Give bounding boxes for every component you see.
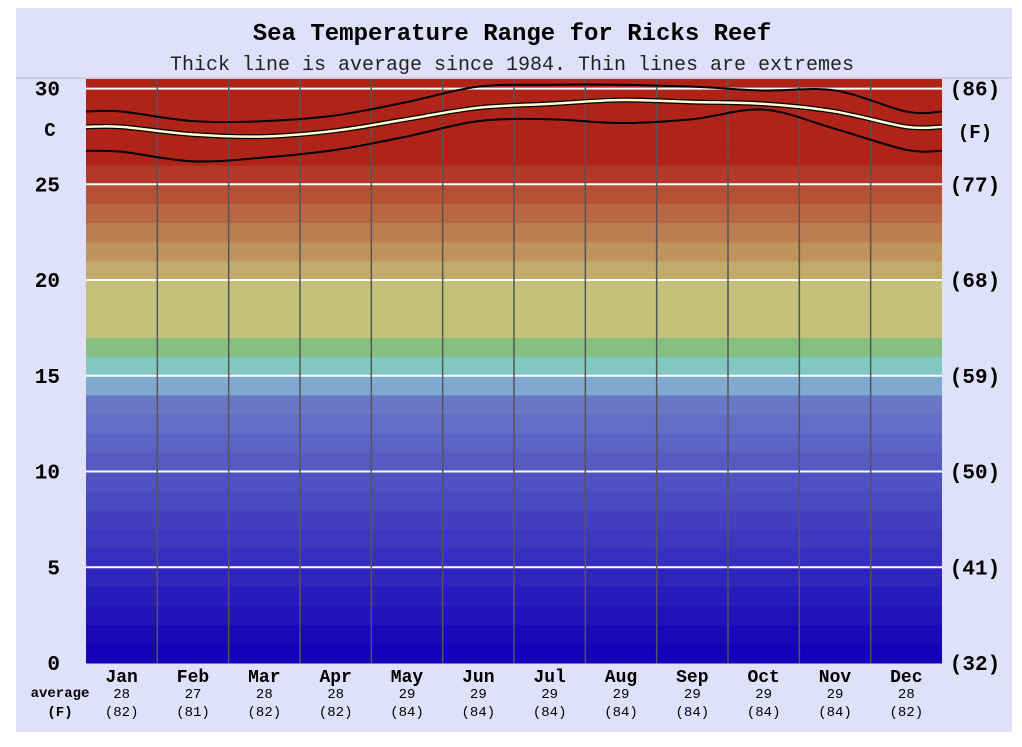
month-average-celsius: 29 — [755, 687, 772, 703]
y-tick-label-fahrenheit: (41) — [950, 558, 1000, 581]
average-row-unit: (F) — [47, 705, 72, 721]
month-label: Mar — [248, 668, 280, 688]
month-average-celsius: 29 — [541, 687, 558, 703]
y-tick-label-fahrenheit: (77) — [950, 175, 1000, 198]
y-tick-label: 20 — [35, 271, 60, 294]
month-average-fahrenheit: (81) — [176, 705, 210, 721]
month-average-fahrenheit: (82) — [248, 705, 282, 721]
month-average-fahrenheit: (84) — [747, 705, 781, 721]
y-tick-label: 30 — [35, 80, 60, 103]
min-extreme-line — [85, 108, 943, 163]
month-label: Sep — [676, 668, 708, 688]
y-tick-label: 0 — [47, 654, 60, 677]
month-dividers — [156, 79, 872, 663]
month-average-fahrenheit: (82) — [105, 705, 139, 721]
y-axis-label-fahrenheit: (F) — [958, 122, 992, 144]
month-average-fahrenheit: (84) — [462, 705, 496, 721]
month-average-celsius: 28 — [113, 687, 130, 703]
month-average-fahrenheit: (84) — [818, 705, 852, 721]
y-tick-label: 15 — [35, 367, 60, 390]
month-label: May — [391, 668, 424, 688]
month-average-celsius: 29 — [399, 687, 416, 703]
month-average-celsius: 27 — [185, 687, 202, 703]
month-label: Apr — [319, 668, 351, 688]
max-extreme-line — [85, 83, 943, 124]
month-average-celsius: 29 — [684, 687, 701, 703]
average-row-label: average — [31, 686, 90, 702]
month-average-fahrenheit: (84) — [676, 705, 710, 721]
y-tick-label: 5 — [47, 558, 60, 581]
month-label: Jan — [105, 668, 137, 688]
month-average-fahrenheit: (82) — [319, 705, 353, 721]
month-label: Dec — [890, 668, 922, 688]
month-average-fahrenheit: (84) — [533, 705, 567, 721]
y-tick-label-fahrenheit: (59) — [950, 367, 1000, 390]
month-average-fahrenheit: (84) — [604, 705, 638, 721]
average-line — [85, 98, 943, 138]
temperature-lines — [85, 83, 943, 163]
y-tick-label-fahrenheit: (68) — [950, 271, 1000, 294]
month-label: Oct — [747, 668, 779, 688]
y-tick-label-fahrenheit: (86) — [950, 80, 1000, 103]
month-average-celsius: 28 — [256, 687, 273, 703]
y-tick-label-fahrenheit: (50) — [950, 463, 1000, 486]
chart-subtitle: Thick line is average since 1984. Thin l… — [170, 54, 854, 77]
month-label: Nov — [819, 668, 852, 688]
y-tick-label: 25 — [35, 175, 60, 198]
month-average-celsius: 28 — [898, 687, 915, 703]
month-average-celsius: 29 — [827, 687, 844, 703]
month-label: Jun — [462, 668, 494, 688]
month-label: Jul — [533, 668, 566, 688]
month-average-fahrenheit: (84) — [390, 705, 424, 721]
month-average-celsius: 29 — [613, 687, 630, 703]
month-label: Feb — [177, 668, 209, 688]
y-tick-label-fahrenheit: (32) — [950, 654, 1000, 677]
y-axis-label-celsius: C — [44, 120, 55, 142]
y-tick-label: 10 — [35, 463, 60, 486]
chart-title: Sea Temperature Range for Ricks Reef — [253, 21, 771, 48]
x-axis-months: Jan28(82)Feb27(81)Mar28(82)Apr28(82)May2… — [105, 668, 923, 721]
month-average-celsius: 29 — [470, 687, 487, 703]
y-axis-ticks: 0 (32) 5 (41) 10 (50) 15 (59) 20 (68) 25 (77) 30 (86) — [35, 80, 1000, 677]
month-average-celsius: 28 — [327, 687, 344, 703]
month-label: Aug — [605, 668, 637, 688]
month-average-fahrenheit: (82) — [890, 705, 924, 721]
